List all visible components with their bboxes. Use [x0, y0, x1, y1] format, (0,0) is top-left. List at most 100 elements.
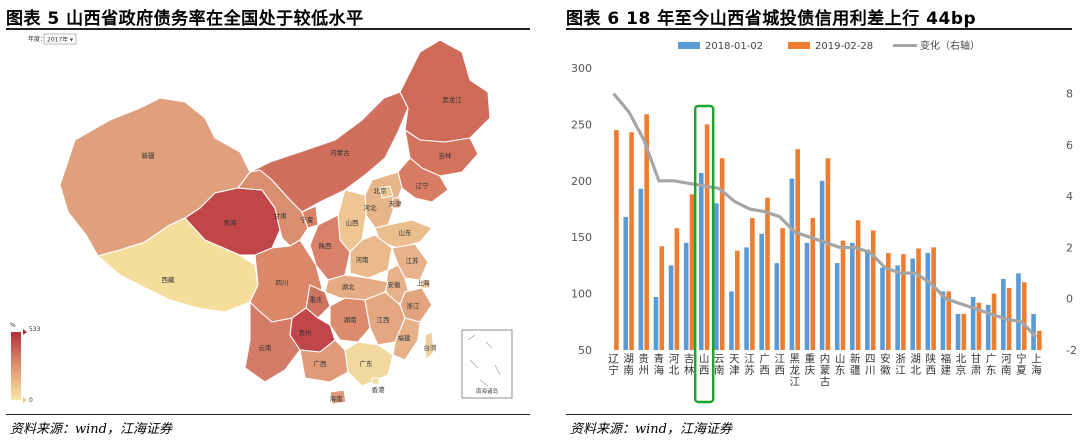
bar-1-湖北[interactable] — [910, 258, 916, 350]
bar-2-新疆[interactable] — [855, 220, 861, 350]
bar-2-黑龙江[interactable] — [795, 149, 800, 350]
province-label: 江西 — [377, 316, 391, 324]
bar-1-江苏[interactable] — [744, 247, 749, 350]
province-label: 湖南 — [344, 315, 358, 324]
y-right-tick-label: 0 — [1066, 293, 1073, 306]
bar-2-云南[interactable] — [719, 158, 725, 350]
bar-2-山东[interactable] — [840, 240, 846, 350]
legend-swatch-1 — [678, 42, 700, 49]
province-label: 辽宁 — [416, 181, 430, 190]
bar-1-山西[interactable] — [698, 172, 704, 350]
bar-2-重庆[interactable] — [810, 218, 816, 350]
legend-max-handle-icon[interactable] — [23, 329, 27, 335]
bar-1-陕西[interactable] — [925, 252, 931, 350]
bar-1-福建[interactable] — [940, 291, 946, 350]
bar-2-吉林[interactable] — [689, 194, 695, 350]
china-debt-map: 年度： 2017年 ▾ — [10, 33, 513, 405]
bar-1-天津[interactable] — [729, 291, 734, 350]
province-label: 安徽 — [388, 280, 402, 289]
bar-1-北京[interactable] — [955, 313, 961, 350]
bar-1-青海[interactable] — [653, 296, 659, 350]
province-label: 广西 — [314, 359, 328, 368]
province-heilongjiang[interactable] — [399, 39, 491, 143]
province-henan[interactable] — [349, 234, 393, 279]
bar-1-新疆[interactable] — [850, 242, 855, 350]
x-tick-label: 四川 — [865, 353, 876, 377]
bar-2-辽宁[interactable] — [614, 130, 619, 350]
bar-1-广西[interactable] — [759, 233, 764, 350]
bar-2-宁夏[interactable] — [1021, 282, 1027, 350]
province-neimenggu[interactable] — [249, 91, 409, 213]
x-tick-label: 贵州 — [639, 352, 650, 377]
bar-2-广西[interactable] — [765, 197, 770, 350]
x-tick-label: 浙江 — [895, 353, 906, 377]
bar-2-贵州[interactable] — [644, 114, 649, 350]
province-hunan[interactable] — [329, 297, 371, 343]
bar-1-贵州[interactable] — [638, 188, 644, 350]
x-tick-label: 广西 — [759, 353, 770, 377]
bar-1-宁夏[interactable] — [1016, 273, 1021, 350]
bar-2-江西[interactable] — [780, 228, 785, 350]
bar-2-北京[interactable] — [961, 313, 967, 350]
bar-1-内蒙古[interactable] — [819, 180, 825, 350]
province-chongqing[interactable] — [305, 284, 331, 319]
bar-1-江西[interactable] — [774, 263, 780, 350]
bar-2-青海[interactable] — [659, 246, 665, 350]
bar-2-天津[interactable] — [734, 250, 740, 350]
bar-1-湖南[interactable] — [623, 216, 629, 350]
bar-1-河南[interactable] — [1001, 278, 1006, 350]
province-hongkong[interactable] — [371, 377, 380, 385]
province-label: 甘肃 — [274, 211, 288, 220]
bar-2-安徽[interactable] — [886, 252, 891, 350]
bar-2-福建[interactable] — [946, 291, 952, 350]
year-selector[interactable]: 年度： 2017年 ▾ — [28, 33, 77, 45]
province-label: 江苏 — [406, 256, 420, 265]
bar-1-安徽[interactable] — [880, 267, 885, 350]
change-line[interactable] — [612, 92, 1038, 339]
bar-1-广东[interactable] — [985, 304, 991, 350]
province-label: 贵州 — [299, 328, 312, 337]
bar-1-重庆[interactable] — [804, 242, 810, 350]
x-tick-label: 宁夏 — [1016, 352, 1027, 377]
x-tick-label: 山西 — [699, 353, 710, 377]
bar-1-四川[interactable] — [865, 249, 870, 350]
bar-2-陕西[interactable] — [931, 247, 936, 350]
bar-2-湖南[interactable] — [629, 132, 634, 350]
bar-1-浙江[interactable] — [895, 265, 900, 350]
bar-1-河北[interactable] — [668, 265, 674, 350]
bar-2-上海[interactable] — [1037, 330, 1042, 350]
province-label: 香港 — [372, 385, 386, 394]
bar-1-黑龙江[interactable] — [789, 178, 795, 350]
province-liaoning[interactable] — [397, 157, 449, 203]
legend-min-handle-icon[interactable] — [23, 397, 27, 403]
bar-2-甘肃[interactable] — [976, 302, 982, 350]
province-shanghai[interactable] — [419, 279, 431, 289]
x-tick-label: 安徽 — [880, 352, 891, 377]
bar-2-河北[interactable] — [674, 228, 680, 350]
bar-1-云南[interactable] — [714, 203, 719, 350]
province-beijing[interactable] — [379, 185, 394, 199]
y-right-tick-label: 8 — [1066, 88, 1073, 101]
bar-2-江苏[interactable] — [750, 218, 755, 350]
bar-1-上海[interactable] — [1031, 313, 1036, 350]
bar-2-浙江[interactable] — [901, 254, 906, 350]
province-taiwan[interactable] — [424, 331, 435, 361]
bar-2-内蒙古[interactable] — [825, 158, 831, 350]
province-label: 山西 — [346, 218, 360, 227]
bar-1-吉林[interactable] — [683, 242, 689, 350]
bar-1-山东[interactable] — [834, 263, 840, 350]
province-guangdong[interactable] — [344, 341, 394, 387]
province-tianjin[interactable] — [391, 197, 401, 209]
bar-2-湖北[interactable] — [916, 248, 921, 350]
province-label: 陕西 — [319, 241, 333, 250]
province-label: 内蒙古 — [330, 148, 350, 157]
bar-1-甘肃[interactable] — [970, 296, 976, 350]
y-tick-label: 250 — [571, 118, 592, 131]
province-label: 台湾 — [424, 343, 438, 352]
legend-unit: % — [10, 322, 16, 329]
bar-2-广东[interactable] — [991, 293, 997, 350]
province-hainan[interactable] — [329, 389, 347, 405]
legend-min: 0 — [29, 397, 33, 404]
bar-2-四川[interactable] — [870, 230, 876, 350]
bar-2-山西[interactable] — [704, 124, 710, 351]
